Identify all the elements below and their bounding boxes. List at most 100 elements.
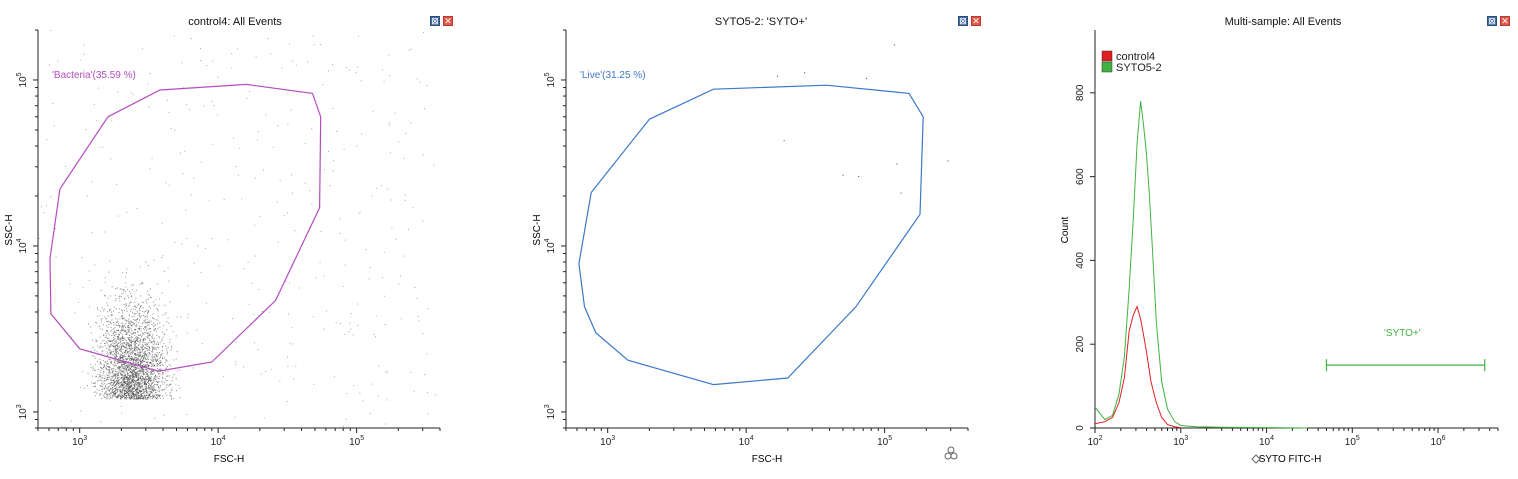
event-dot (143, 338, 145, 340)
event-dot (109, 372, 111, 374)
event-dot (93, 367, 95, 369)
event-dot (131, 336, 133, 338)
event-dot (141, 390, 143, 392)
event-dot (127, 289, 129, 291)
event-dot (139, 310, 141, 312)
restore-icon[interactable]: ⊠ (958, 16, 968, 26)
event-dot (155, 360, 157, 362)
event-dot (137, 398, 139, 400)
event-dot (144, 319, 146, 321)
event-dot (223, 375, 225, 377)
event-dot (100, 321, 102, 323)
event-dot (119, 356, 121, 358)
event-dot (134, 352, 136, 354)
event-dot (175, 335, 177, 337)
scatter-plot-control4[interactable]: SSC-H FSC-H 'Bacteria'(35.59 %) 103 104 10… (0, 0, 470, 479)
histogram-multi-sample[interactable]: Count SYTO FITC-H 'SYTO+' 102 103 104 105 10… (1050, 0, 1518, 479)
event-dot (114, 335, 116, 337)
event-dot (125, 306, 127, 308)
event-dot (145, 343, 147, 345)
close-icon[interactable]: ✕ (971, 16, 981, 26)
event-dot (123, 359, 125, 361)
event-dot (114, 381, 116, 383)
event-dot (153, 388, 155, 390)
event-dot (139, 395, 141, 397)
event-dot (147, 392, 149, 394)
event-dot (129, 310, 131, 312)
event-dot (141, 360, 143, 362)
event-dot (119, 349, 121, 351)
event-dot (130, 391, 132, 393)
event-dot (121, 356, 123, 358)
event-dot (162, 397, 164, 399)
event-dot (126, 385, 128, 387)
event-dot (143, 347, 145, 349)
event-dot (139, 378, 141, 380)
event-dot (147, 387, 149, 389)
event-dot (115, 392, 117, 394)
event-dot (110, 383, 112, 385)
event-dot (171, 380, 173, 382)
close-icon[interactable]: ✕ (443, 16, 453, 26)
event-dot (114, 365, 116, 367)
event-dot (110, 388, 112, 390)
event-dot (134, 340, 136, 342)
event-dot (132, 371, 134, 373)
y-tick-label: 104 (544, 238, 557, 253)
event-dot (123, 390, 125, 392)
event-dot (135, 318, 137, 320)
event-dot (126, 348, 128, 350)
event-dot (173, 35, 175, 37)
settings-icon[interactable] (1251, 454, 1261, 464)
event-dot (139, 370, 141, 372)
event-dot (111, 388, 113, 390)
event-dot (126, 397, 128, 399)
event-dot (151, 356, 153, 358)
event-dot (166, 384, 168, 386)
event-dot (134, 359, 136, 361)
event-dot (134, 320, 136, 322)
event-dot (322, 84, 324, 86)
event-dot (149, 362, 151, 364)
event-dot (118, 379, 120, 381)
event-dot (102, 381, 104, 383)
settings-icon[interactable] (944, 446, 958, 460)
event-dot (109, 394, 111, 396)
event-dot (143, 390, 145, 392)
event-dot (142, 376, 144, 378)
event-dot (159, 357, 161, 359)
event-dot (122, 378, 124, 380)
event-dot (99, 394, 101, 396)
event-dot (416, 78, 418, 80)
event-dot (113, 343, 115, 345)
event-dot (135, 371, 137, 373)
event-dot (117, 330, 119, 332)
event-dot (144, 365, 146, 367)
event-dot (115, 376, 117, 378)
restore-icon[interactable]: ⊠ (1487, 16, 1497, 26)
event-dot (268, 311, 270, 313)
x-tick-label: 104 (739, 435, 754, 448)
restore-icon[interactable]: ⊠ (430, 16, 440, 26)
event-dot (145, 374, 147, 376)
event-dot (142, 355, 144, 357)
event-dot (119, 295, 121, 297)
event-dot (139, 351, 141, 353)
close-icon[interactable]: ✕ (1500, 16, 1510, 26)
event-dot (132, 360, 134, 362)
event-dot (124, 364, 126, 366)
event-dot (122, 376, 124, 378)
event-dot (139, 340, 141, 342)
event-dot (139, 377, 141, 379)
scatter-plot-syto5-2[interactable]: SSC-H FSC-H 'Live'(31.25 %) 103 104 105103… (520, 0, 990, 479)
event-dot (132, 379, 134, 381)
event-dot (121, 334, 123, 336)
event-dot (138, 385, 140, 387)
event-dot (146, 390, 148, 392)
event-dot (144, 346, 146, 348)
event-dot (142, 393, 144, 395)
event-dot (122, 317, 124, 319)
event-dot (186, 332, 188, 334)
event-dot (99, 385, 101, 387)
event-dot (145, 388, 147, 390)
